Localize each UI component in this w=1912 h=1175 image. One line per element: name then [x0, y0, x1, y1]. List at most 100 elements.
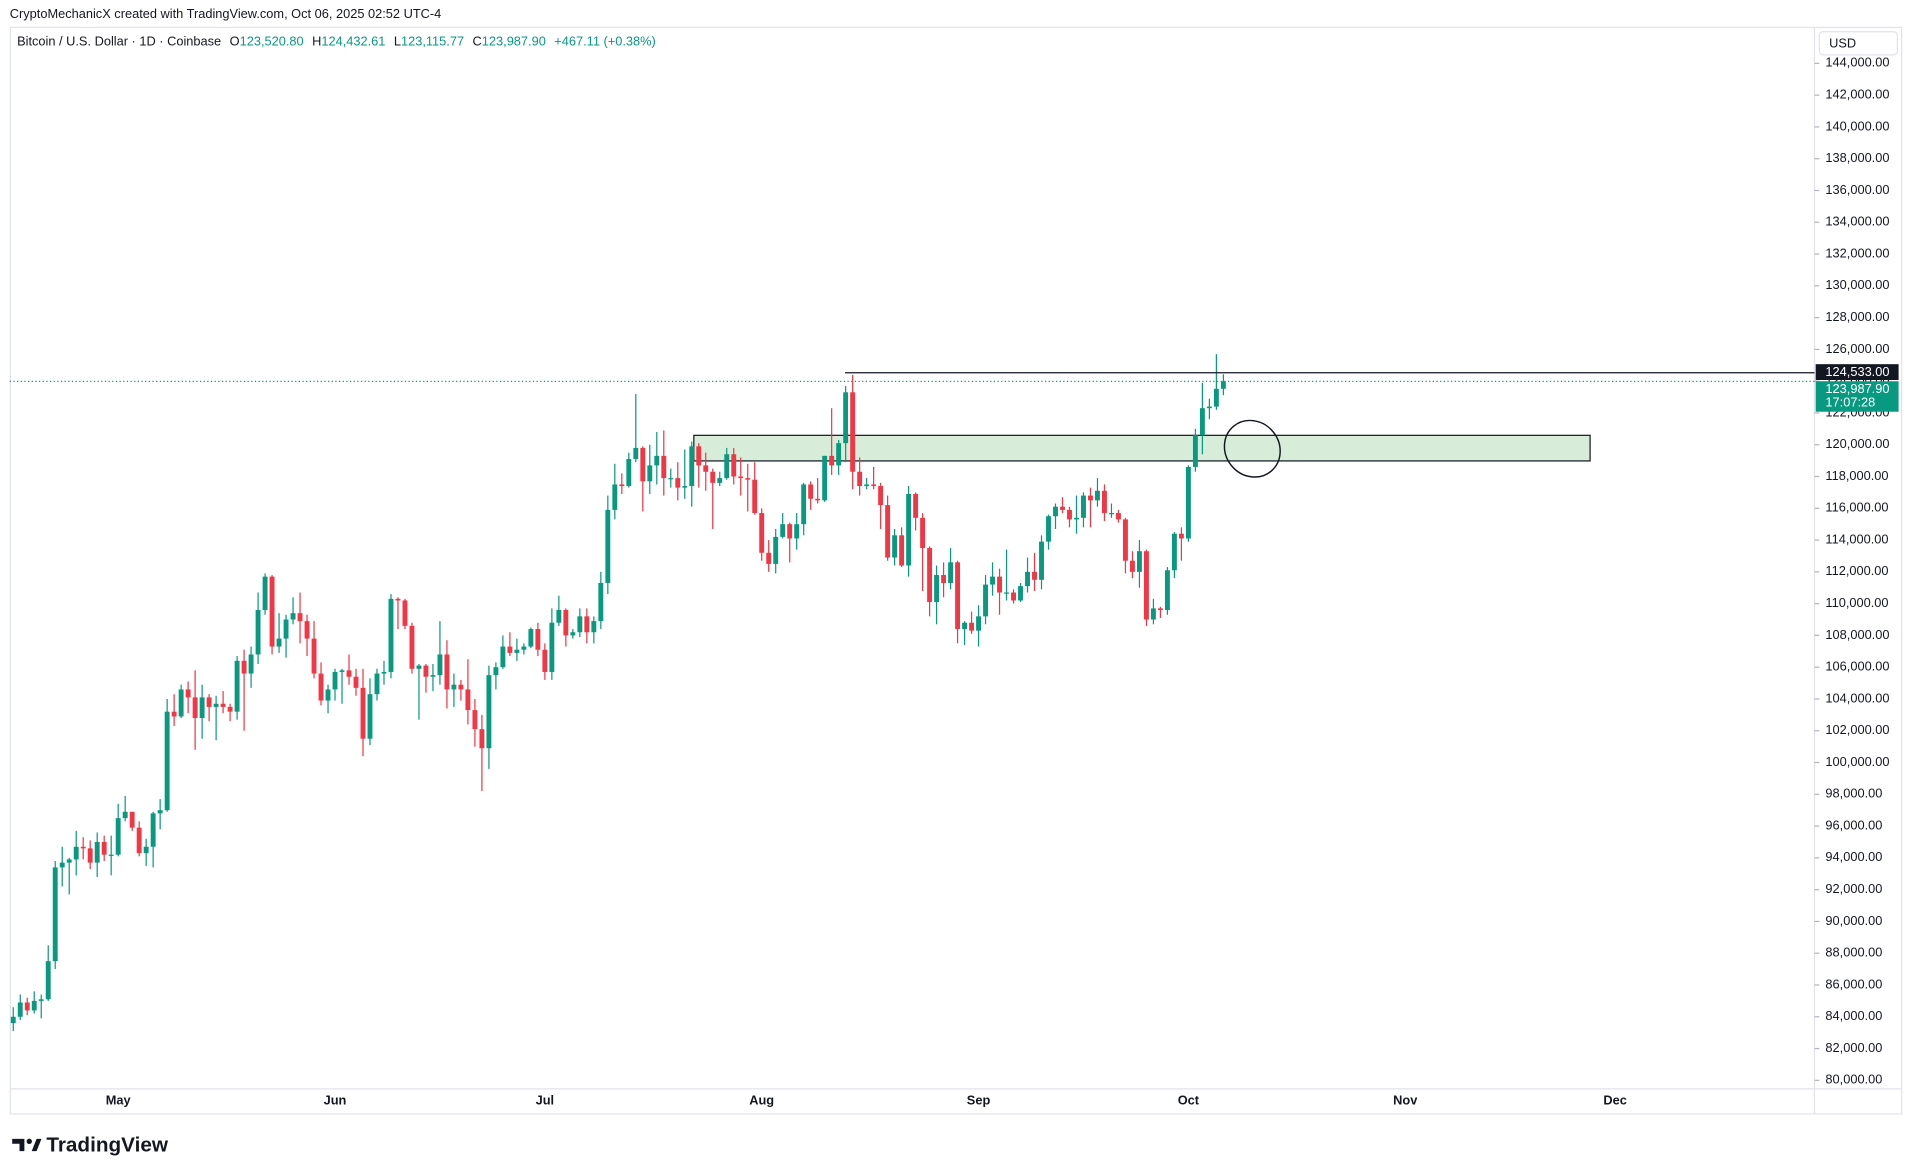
x-tick-label: May	[106, 1092, 132, 1107]
candle-body	[479, 729, 485, 749]
candle-body	[493, 667, 499, 676]
candle-body	[416, 665, 422, 669]
candle-body	[1067, 509, 1072, 520]
y-tick-label: 100,000.00	[1825, 754, 1889, 769]
candle-body	[780, 524, 786, 537]
candle-body	[283, 619, 289, 639]
candle-body	[220, 703, 226, 707]
x-tick-label: Nov	[1393, 1092, 1418, 1107]
currency-button[interactable]	[1818, 31, 1898, 56]
candle-body	[675, 478, 681, 488]
candle-body	[458, 684, 464, 690]
y-tick-label: 144,000.00	[1825, 55, 1889, 70]
candle-body	[745, 478, 751, 480]
candle-body	[1192, 435, 1198, 467]
candle-body	[619, 484, 625, 487]
candle-body	[1220, 381, 1226, 389]
legend: Bitcoin / U.S. Dollar · 1D · Coinbase O1…	[17, 34, 656, 49]
candle-body	[311, 638, 317, 674]
currency[interactable]: USD	[1829, 35, 1856, 50]
candle-body	[52, 867, 58, 962]
candle-body	[59, 862, 65, 868]
candle-body	[374, 673, 380, 695]
candle-body	[563, 609, 569, 636]
candle-body	[206, 697, 212, 707]
candle-body	[535, 629, 541, 650]
candle-body	[1060, 506, 1065, 510]
candle-body	[1122, 519, 1128, 561]
legend-low-label: L	[394, 34, 401, 49]
candle-body	[689, 446, 695, 487]
candle-body	[66, 859, 72, 863]
candle-body	[346, 670, 352, 677]
candle-body	[486, 675, 492, 749]
x-tick-label: Oct	[1178, 1092, 1200, 1107]
candle-body	[752, 479, 758, 514]
candle-body	[213, 703, 219, 707]
candle-body	[703, 465, 709, 472]
candle-body	[115, 818, 121, 855]
y-tick-label: 128,000.00	[1825, 309, 1889, 324]
candle-body	[633, 447, 639, 460]
candle-body	[430, 675, 436, 677]
candle-body	[31, 1000, 37, 1011]
y-tick-label: 130,000.00	[1825, 277, 1889, 292]
candle-body	[143, 846, 149, 854]
y-tick-label: 90,000.00	[1825, 913, 1882, 928]
candle-body	[24, 1002, 30, 1011]
candle-body	[948, 562, 954, 583]
candle-body	[101, 841, 107, 855]
candle-body	[808, 484, 814, 499]
legend-high-label: H	[312, 34, 321, 49]
candle-body	[1025, 571, 1030, 587]
candle-body	[997, 576, 1002, 593]
candle-body	[556, 609, 562, 623]
legend-close-label: C	[473, 34, 482, 49]
candle-body	[1053, 506, 1058, 517]
candle-body	[773, 536, 779, 564]
candle-body	[717, 478, 723, 483]
y-tick-label: 136,000.00	[1825, 182, 1889, 197]
candle-body	[122, 811, 128, 819]
x-tick-label: Jun	[324, 1092, 347, 1107]
candle-body	[353, 676, 359, 688]
candle-body	[514, 649, 520, 653]
candle-body	[766, 552, 772, 564]
logo-slash	[31, 1138, 42, 1152]
candle-body	[913, 493, 919, 518]
candle-body	[1004, 592, 1009, 594]
candle-body	[1150, 608, 1156, 620]
candle-body	[10, 1016, 16, 1024]
y-tick-label: 114,000.00	[1825, 531, 1888, 546]
y-tick-label: 88,000.00	[1825, 945, 1882, 960]
y-tick-label: 82,000.00	[1825, 1040, 1882, 1055]
candle-body	[731, 454, 737, 477]
candle-body	[801, 484, 807, 525]
candle-body	[465, 689, 471, 711]
candle-body	[171, 711, 177, 717]
countdown: 17:07:28	[1825, 395, 1875, 410]
last-price-tag	[1815, 381, 1899, 412]
candle-body	[899, 535, 905, 566]
candle-body	[318, 673, 324, 701]
candle-body	[850, 392, 856, 472]
legend-close: 123,987.90	[482, 34, 546, 49]
candle-body	[724, 454, 730, 479]
candle-body	[1011, 592, 1016, 601]
candle-body	[598, 582, 604, 622]
candle-body	[654, 455, 660, 466]
candle-body	[269, 576, 275, 647]
candle-body	[570, 632, 576, 636]
candle-body	[1074, 517, 1079, 520]
candle-body	[164, 711, 170, 811]
legend-symbol: Bitcoin / U.S. Dollar · 1D · Coinbase	[17, 34, 221, 49]
candle-body	[605, 509, 611, 583]
candle-body	[304, 621, 310, 639]
candle-body	[892, 535, 898, 558]
candle-body	[787, 524, 793, 539]
candle-body	[80, 846, 86, 849]
candle-body	[381, 671, 387, 674]
candle-body	[262, 576, 268, 610]
candle-body	[941, 575, 947, 583]
